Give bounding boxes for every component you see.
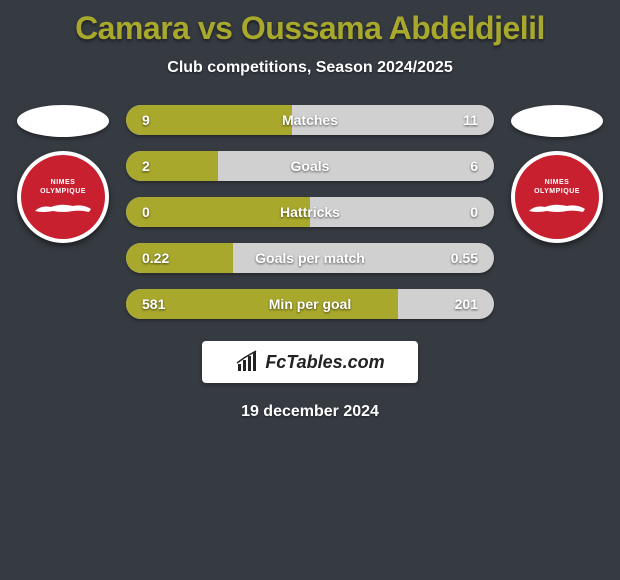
player-left-column: NIMES OLYMPIQUE [8, 105, 118, 243]
stat-right-value: 0 [470, 204, 478, 220]
stat-left-value: 0 [142, 204, 150, 220]
stat-left-value: 0.22 [142, 250, 169, 266]
stat-bar: 2 Goals 6 [126, 151, 494, 181]
brand-box: FcTables.com [202, 341, 418, 383]
stat-left-value: 9 [142, 112, 150, 128]
comparison-body: NIMES OLYMPIQUE 9 Matches 11 2 Goals 6 0 Hattri… [0, 105, 620, 319]
brand-text: FcTables.com [265, 352, 384, 373]
stat-right-value: 11 [463, 112, 478, 128]
club-logo-right-text2: OLYMPIQUE [534, 188, 580, 195]
club-logo-right: NIMES OLYMPIQUE [511, 151, 603, 243]
date-text: 19 december 2024 [0, 403, 620, 421]
crocodile-icon [527, 197, 587, 215]
stat-fill [126, 289, 398, 319]
stat-bar: 0 Hattricks 0 [126, 197, 494, 227]
club-logo-left-text1: NIMES [51, 179, 76, 186]
club-logo-left-text2: OLYMPIQUE [40, 188, 86, 195]
stat-fill [126, 105, 292, 135]
chart-icon [235, 350, 259, 374]
flag-right-icon [511, 105, 603, 137]
flag-left-icon [17, 105, 109, 137]
stat-right-value: 6 [470, 158, 478, 174]
stats-bars: 9 Matches 11 2 Goals 6 0 Hattricks 0 0.22 Goals pe… [126, 105, 494, 319]
stat-label: Min per goal [269, 296, 351, 312]
stat-right-value: 0.55 [451, 250, 478, 266]
crocodile-icon [33, 197, 93, 215]
stat-label: Goals per match [255, 250, 365, 266]
stat-bar: 0.22 Goals per match 0.55 [126, 243, 494, 273]
stat-left-value: 2 [142, 158, 150, 174]
stat-right-value: 201 [455, 296, 478, 312]
stat-fill [126, 151, 218, 181]
stat-label: Goals [291, 158, 330, 174]
stat-bar: 9 Matches 11 [126, 105, 494, 135]
stat-bar: 581 Min per goal 201 [126, 289, 494, 319]
stat-left-value: 581 [142, 296, 165, 312]
player-right-column: NIMES OLYMPIQUE [502, 105, 612, 243]
club-logo-left: NIMES OLYMPIQUE [17, 151, 109, 243]
stat-label: Hattricks [280, 204, 340, 220]
club-logo-right-text1: NIMES [545, 179, 570, 186]
stat-label: Matches [282, 112, 338, 128]
page-title: Camara vs Oussama Abdeldjelil [0, 10, 620, 47]
page-subtitle: Club competitions, Season 2024/2025 [0, 59, 620, 77]
